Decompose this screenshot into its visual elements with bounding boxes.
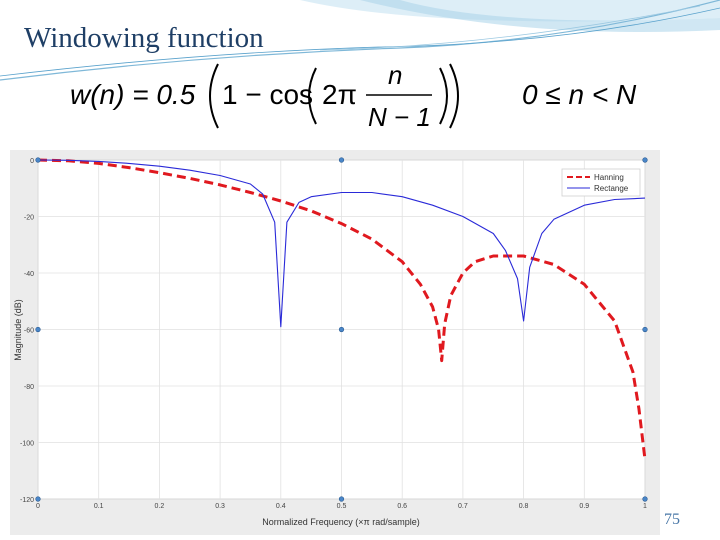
x-axis-label: Normalized Frequency (×π rad/sample)	[262, 517, 420, 527]
plot-edit-handle[interactable]	[338, 496, 345, 502]
right-paren-inner	[439, 67, 448, 125]
slide-title: Windowing function	[24, 22, 264, 54]
tick-labels: 0 0.1 0.2 0.3 0.4 0.5 0.6 0.7 0.8 0.9 1 0 -20 -40 -60 -…	[20, 158, 647, 510]
y-axis-label: Magnitude (dB)	[13, 299, 23, 361]
page-number: 75	[664, 511, 680, 528]
y-tick-label: 0	[30, 158, 34, 165]
legend-label-hanning: Hanning	[594, 173, 624, 182]
formula-one-minus-cos: 1 − cos	[222, 79, 313, 110]
plot-edit-handle[interactable]	[338, 157, 345, 163]
y-tick-label: -120	[20, 497, 34, 504]
plot-handles[interactable]	[35, 157, 648, 502]
y-tick-label: -40	[24, 271, 34, 278]
formula-condition: 0 ≤ n < N	[522, 79, 637, 110]
plot-edit-handle[interactable]	[642, 157, 648, 163]
y-tick-label: -60	[24, 328, 34, 335]
x-tick-label: 0.1	[94, 503, 104, 510]
x-tick-label: 0.6	[397, 503, 407, 510]
plot-edit-handle[interactable]	[338, 326, 345, 333]
x-tick-label: 1	[643, 503, 647, 510]
x-tick-label: 0.9	[579, 503, 589, 510]
plot-edit-handle[interactable]	[35, 326, 41, 333]
x-tick-label: 0.8	[519, 503, 529, 510]
x-tick-label: 0	[36, 503, 40, 510]
formula-two-pi: 2π	[322, 79, 357, 110]
left-paren-inner	[308, 67, 317, 125]
left-paren-outer	[209, 63, 219, 129]
magnitude-response-chart: 0 0.1 0.2 0.3 0.4 0.5 0.6 0.7 0.8 0.9 1 0 -20 -40 -60 -…	[10, 150, 660, 535]
right-paren-outer	[449, 63, 459, 129]
formula-numerator: n	[388, 60, 402, 90]
y-tick-label: -80	[24, 384, 34, 391]
plot-edit-handle[interactable]	[35, 157, 41, 163]
x-tick-label: 0.4	[276, 503, 286, 510]
hanning-formula: w(n) = 0.5 1 − cos 2π n N − 1 0 ≤ n < N	[70, 60, 637, 132]
x-tick-label: 0.7	[458, 503, 468, 510]
legend: Hanning Rectange	[561, 168, 641, 197]
decorative-swoosh	[0, 0, 720, 81]
y-tick-label: -100	[20, 441, 34, 448]
x-tick-label: 0.3	[215, 503, 225, 510]
formula-denominator: N − 1	[368, 102, 431, 132]
x-tick-label: 0.2	[155, 503, 165, 510]
series-line-hanning	[37, 158, 647, 460]
legend-box	[561, 168, 641, 197]
plot-edit-handle[interactable]	[642, 326, 648, 333]
series-lines	[37, 158, 647, 460]
legend-label-rectange: Rectange	[594, 184, 629, 193]
y-tick-label: -20	[24, 215, 34, 222]
formula-lhs: w(n) = 0.5	[70, 79, 196, 110]
series-line-rectange	[37, 159, 646, 328]
plot-edit-handle[interactable]	[642, 496, 648, 502]
plot-edit-handle[interactable]	[35, 496, 41, 502]
x-tick-label: 0.5	[337, 503, 347, 510]
